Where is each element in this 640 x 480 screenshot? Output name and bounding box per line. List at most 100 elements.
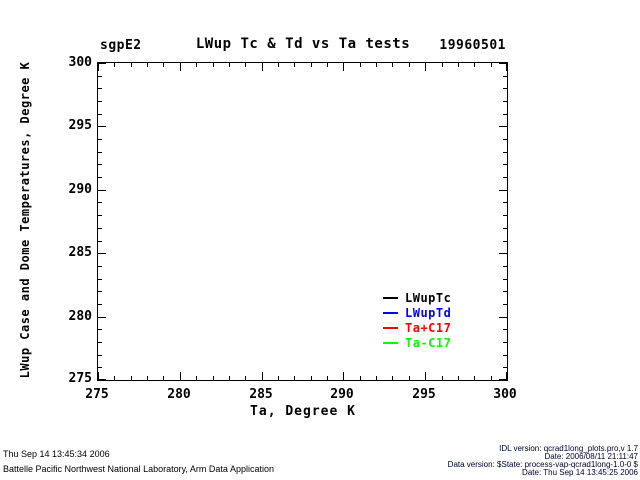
axis-tick (503, 114, 507, 115)
axis-tick (98, 291, 102, 292)
axis-tick (229, 376, 230, 380)
axis-tick (98, 202, 102, 203)
x-tick-label: 300 (493, 387, 517, 402)
footer-left: Thu Sep 14 13:45:34 2006 Battelle Pacifi… (3, 447, 274, 477)
axis-tick (376, 63, 377, 67)
axis-tick (98, 228, 102, 229)
axis-tick (311, 63, 312, 67)
site-label: sgpE2 (100, 38, 142, 53)
x-tick-label: 290 (330, 387, 354, 402)
axis-tick (245, 376, 246, 380)
data-date-stamp: Date: Thu Sep 14 13:45:25 2006 (522, 468, 638, 477)
axis-tick (503, 329, 507, 330)
axis-tick (503, 279, 507, 280)
axis-tick (360, 63, 361, 67)
axis-tick (425, 63, 426, 71)
axis-tick (278, 376, 279, 380)
axis-tick (294, 376, 295, 380)
legend-entry-LWupTc: LWupTc (383, 290, 451, 305)
legend-entry-Ta-C17: Ta-C17 (383, 335, 451, 350)
legend-line-sample (383, 311, 398, 314)
axis-tick (503, 342, 507, 343)
axis-tick (499, 253, 507, 254)
axis-tick (98, 379, 106, 380)
axis-tick (327, 376, 328, 380)
axis-tick (114, 63, 115, 67)
axis-tick (294, 63, 295, 67)
axis-tick (98, 76, 102, 77)
axis-tick (503, 304, 507, 305)
axis-tick (98, 253, 106, 254)
axis-tick (499, 190, 507, 191)
axis-tick (499, 63, 507, 64)
axis-tick (442, 63, 443, 67)
axis-tick (98, 139, 102, 140)
axis-tick (98, 101, 102, 102)
axis-tick (98, 215, 102, 216)
axis-tick (503, 241, 507, 242)
axis-tick (503, 88, 507, 89)
y-tick-label: 295 (68, 118, 92, 133)
axis-tick (503, 139, 507, 140)
axis-tick (98, 304, 102, 305)
axis-tick (163, 376, 164, 380)
axis-tick (499, 317, 507, 318)
axis-tick (503, 164, 507, 165)
axis-tick (392, 63, 393, 67)
axis-tick (491, 376, 492, 380)
axis-tick (163, 63, 164, 67)
legend-label: LWupTc (405, 290, 452, 305)
axis-tick (409, 63, 410, 67)
axis-tick (180, 63, 181, 71)
axis-tick (98, 317, 106, 318)
axis-tick (147, 63, 148, 67)
legend-line-sample (383, 341, 398, 344)
axis-tick (196, 63, 197, 67)
axis-tick (262, 372, 263, 380)
axis-tick (98, 329, 102, 330)
axis-tick (262, 63, 263, 71)
data-version-stamp: Data version: $State: process-vap-qcrad1… (447, 460, 638, 469)
axis-tick (503, 291, 507, 292)
axis-tick (131, 376, 132, 380)
y-tick-label: 300 (68, 55, 92, 70)
axis-tick (442, 376, 443, 380)
y-tick-label: 275 (68, 371, 92, 386)
plot-timestamp: Thu Sep 14 13:45:34 2006 (3, 449, 110, 459)
axis-tick (245, 63, 246, 67)
axis-tick (503, 367, 507, 368)
axis-tick (491, 63, 492, 67)
legend-label: Ta-C17 (405, 335, 452, 350)
axis-tick (506, 63, 507, 71)
axis-tick (392, 376, 393, 380)
legend-label: Ta+C17 (405, 320, 452, 335)
x-tick-label: 295 (412, 387, 436, 402)
idl-version-stamp: IDL version: qcrad1long_plots.pro,v 1.7 (499, 444, 638, 453)
y-tick-label: 290 (68, 182, 92, 197)
y-axis-label-text: LWup Case and Dome Temperatures, Degree … (18, 61, 32, 379)
x-axis-label: Ta, Degree K (250, 404, 356, 419)
axis-tick (458, 63, 459, 67)
y-tick-label: 280 (68, 309, 92, 324)
axis-tick (343, 63, 344, 71)
axis-tick (360, 376, 361, 380)
axis-tick (98, 63, 99, 71)
idl-date-stamp: Date: 2006/08/11 21:11:47 (544, 452, 638, 461)
axis-tick (131, 63, 132, 67)
axis-tick (278, 63, 279, 67)
date-label: 19960501 (439, 38, 506, 53)
axis-tick (499, 126, 507, 127)
axis-tick (503, 266, 507, 267)
plot-area (97, 62, 508, 381)
x-tick-label: 285 (249, 387, 273, 402)
legend: LWupTc LWupTd Ta+C17 Ta-C17 (383, 290, 451, 350)
axis-tick (98, 355, 102, 356)
axis-tick (327, 63, 328, 67)
axis-tick (98, 63, 106, 64)
axis-tick (98, 177, 102, 178)
axis-tick (474, 63, 475, 67)
axis-tick (503, 355, 507, 356)
legend-entry-Ta+C17: Ta+C17 (383, 320, 451, 335)
axis-tick (458, 376, 459, 380)
